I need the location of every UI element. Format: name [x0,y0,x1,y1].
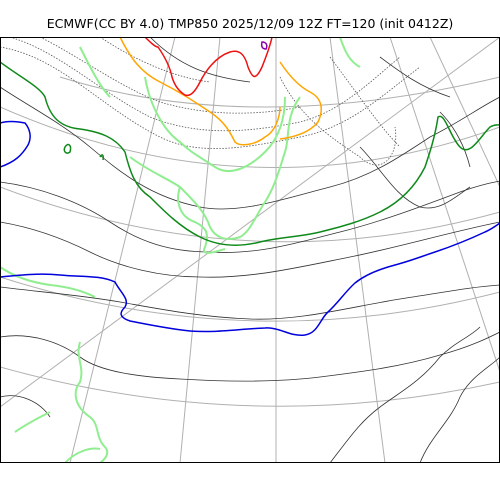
map-title: ECMWF(CC BY 4.0) TMP850 2025/12/09 12Z F… [46,16,454,31]
meridian [389,36,500,373]
isotherm-contour [260,41,268,50]
isotherm-contour [0,86,500,210]
latitude-circle [59,76,500,108]
graticule-meridians [0,36,500,464]
land-contour [339,36,361,68]
isotherm-contour [0,180,500,253]
meridian [329,36,386,464]
isotherm-contour [149,36,251,83]
land-contour [74,341,109,464]
land-contour [144,76,286,172]
latitude-circle [0,366,500,407]
land-contour [64,447,101,464]
isotherm-contour [379,56,451,98]
isotherm-contour [99,154,104,161]
map-canvas [0,36,500,464]
land-contour [14,411,51,433]
isotherm-contour [329,326,481,464]
latitude-circle [0,186,500,243]
isotherm-contour [0,221,500,278]
meridian [69,36,176,464]
isotherm-contour [279,76,397,166]
isotherms-dotted [0,36,421,166]
land-contour [79,46,111,98]
isotherm-contour [39,36,301,114]
latitude-circle [0,276,500,322]
isotherm-contour [144,36,273,97]
isotherm-contour [63,143,72,154]
isotherm-purple [260,41,268,50]
isotherm-red [144,36,273,97]
isotherm-contour [439,111,471,168]
isotherm-contour [359,146,471,209]
isotherm-contour [99,36,211,83]
land-contour [0,266,96,298]
isotherm-contour [119,36,281,146]
isotherm-orange [119,36,322,146]
isotherm-contour [0,284,500,320]
map-background [0,37,500,463]
isotherm-blue [0,120,500,336]
isotherm-contour [0,61,500,247]
meridian [0,36,500,408]
isotherm-contour [279,61,322,140]
map-panel [0,36,500,467]
isotherms-gray [0,36,500,464]
meridian [429,36,500,188]
land-contours [0,36,361,464]
isotherm-green-dark [0,61,500,247]
meridian [179,36,221,464]
isotherm-contour [329,56,401,148]
land-contour [177,186,226,254]
isotherm-contour [0,331,500,382]
isotherm-contour [0,120,31,168]
isotherm-contour [419,356,500,464]
isotherm-contour [0,222,500,336]
